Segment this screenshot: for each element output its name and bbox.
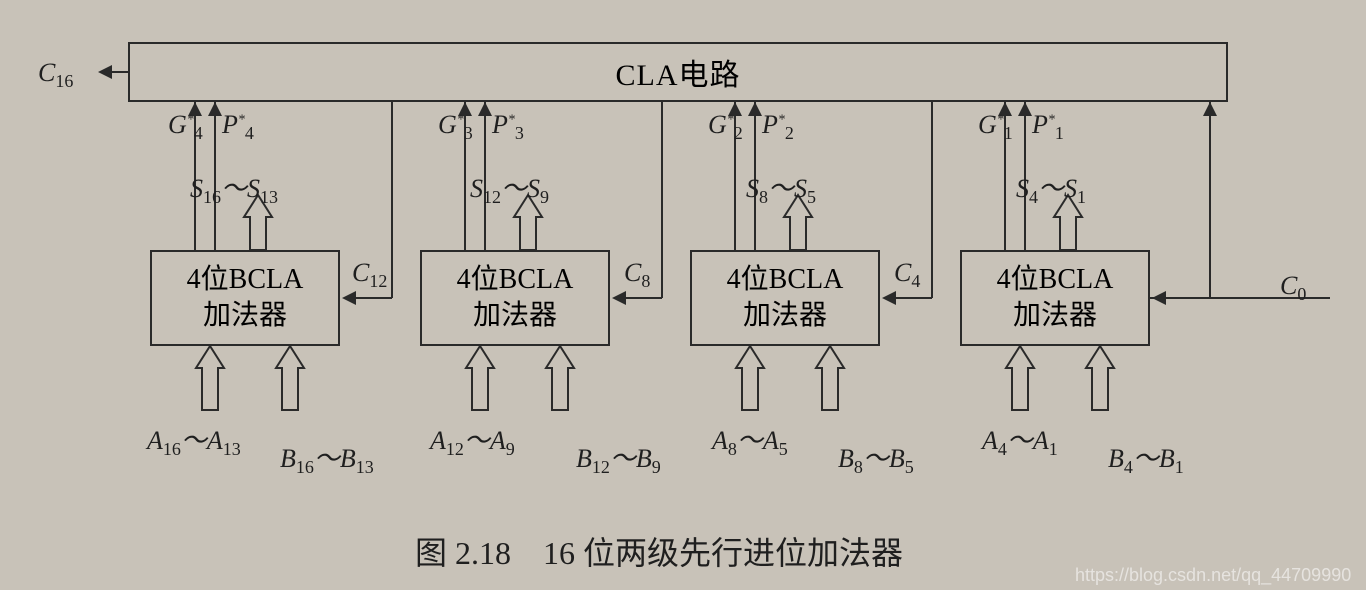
b-label-1: B4～B1 bbox=[1108, 438, 1184, 478]
a-label-4: A16～A13 bbox=[147, 420, 241, 460]
bcla-line2: 加法器 bbox=[203, 298, 287, 334]
a-label-1: A4～A1 bbox=[982, 420, 1058, 460]
bcla-line1: 4位BCLA bbox=[187, 262, 304, 298]
s-label-3: S12～S9 bbox=[470, 168, 549, 208]
c-label-4: C12 bbox=[352, 258, 387, 292]
bcla-box-3: 4位BCLA加法器 bbox=[420, 250, 610, 346]
p-label-1: P*1 bbox=[1032, 110, 1064, 144]
s-label-1: S4～S1 bbox=[1016, 168, 1086, 208]
b-label-2: B8～B5 bbox=[838, 438, 914, 478]
c16-label: C16 bbox=[38, 58, 73, 92]
b-label-4: B16～B13 bbox=[280, 438, 374, 478]
bcla-line1: 4位BCLA bbox=[997, 262, 1114, 298]
bcla-box-4: 4位BCLA加法器 bbox=[150, 250, 340, 346]
s-label-4: S16～S13 bbox=[190, 168, 278, 208]
p-label-2: P*2 bbox=[762, 110, 794, 144]
bcla-line1: 4位BCLA bbox=[727, 262, 844, 298]
bcla-line2: 加法器 bbox=[473, 298, 557, 334]
p-label-4: P*4 bbox=[222, 110, 254, 144]
bcla-line2: 加法器 bbox=[743, 298, 827, 334]
cla-label: CLA电路 bbox=[616, 50, 741, 94]
a-label-2: A8～A5 bbox=[712, 420, 788, 460]
g-label-4: G*4 bbox=[168, 110, 203, 144]
bcla-box-2: 4位BCLA加法器 bbox=[690, 250, 880, 346]
diagram-root: CLA电路C16C04位BCLA加法器G*4P*4S16～S13C12A16～A… bbox=[0, 0, 1366, 590]
c-label-3: C8 bbox=[624, 258, 650, 292]
bcla-line2: 加法器 bbox=[1013, 298, 1097, 334]
bcla-line1: 4位BCLA bbox=[457, 262, 574, 298]
b-label-3: B12～B9 bbox=[576, 438, 661, 478]
p-label-3: P*3 bbox=[492, 110, 524, 144]
bcla-box-1: 4位BCLA加法器 bbox=[960, 250, 1150, 346]
c-label-2: C4 bbox=[894, 258, 920, 292]
s-label-2: S8～S5 bbox=[746, 168, 816, 208]
g-label-3: G*3 bbox=[438, 110, 473, 144]
a-label-3: A12～A9 bbox=[430, 420, 515, 460]
g-label-1: G*1 bbox=[978, 110, 1013, 144]
g-label-2: G*2 bbox=[708, 110, 743, 144]
figure-caption: 图 2.18 16 位两级先行进位加法器 bbox=[415, 528, 903, 574]
c0-label: C0 bbox=[1280, 271, 1306, 305]
cla-box: CLA电路 bbox=[128, 42, 1228, 102]
watermark: https://blog.csdn.net/qq_44709990 bbox=[1075, 565, 1351, 586]
